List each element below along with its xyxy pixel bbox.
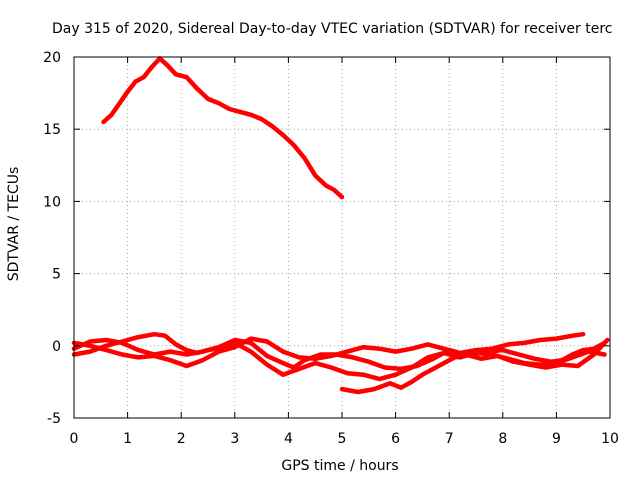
x-tick-label: 8 bbox=[498, 431, 507, 447]
series-layer bbox=[71, 56, 610, 395]
y-tick-label: 0 bbox=[52, 339, 61, 355]
ticks bbox=[73, 56, 611, 419]
grid bbox=[74, 57, 610, 418]
x-tick-label: 0 bbox=[70, 431, 79, 447]
x-tick-label: 7 bbox=[445, 431, 454, 447]
chart-title: Day 315 of 2020, Sidereal Day-to-day VTE… bbox=[52, 21, 612, 37]
x-tick-label: 1 bbox=[123, 431, 132, 447]
tick-labels: 0 1 2 3 4 5 6 7 8 9 10 -5 0 5 10 15 20 bbox=[43, 50, 619, 447]
x-tick-label: 5 bbox=[338, 431, 347, 447]
x-tick-label: 3 bbox=[230, 431, 239, 447]
x-tick-label: 2 bbox=[177, 431, 186, 447]
series-line-arc-high bbox=[101, 56, 345, 200]
x-tick-label: 10 bbox=[601, 431, 619, 447]
y-tick-label: 5 bbox=[52, 267, 61, 283]
x-tick-label: 9 bbox=[552, 431, 561, 447]
y-tick-label: 15 bbox=[43, 122, 61, 138]
y-axis-label: SDTVAR / TECUs bbox=[6, 167, 22, 282]
x-tick-label: 6 bbox=[391, 431, 400, 447]
x-axis-label: GPS time / hours bbox=[281, 458, 398, 474]
y-tick-label: 10 bbox=[43, 194, 61, 210]
y-tick-label: -5 bbox=[47, 411, 61, 427]
series-line-arc-c bbox=[71, 337, 610, 372]
series-line-arc-d bbox=[339, 340, 607, 395]
x-tick-label: 4 bbox=[284, 431, 293, 447]
y-tick-label: 20 bbox=[43, 50, 61, 66]
